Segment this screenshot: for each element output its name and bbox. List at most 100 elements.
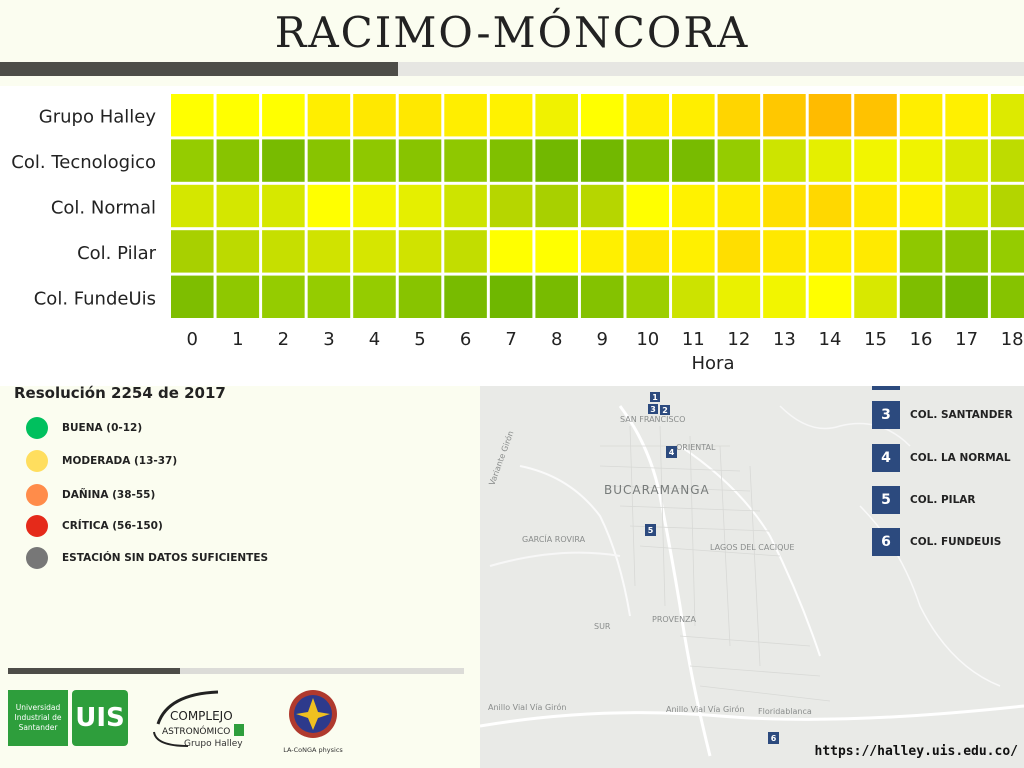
city-map: SAN FRANCISCO ORIENTAL BUCARAMANGA GARCÍ… <box>480 386 1024 768</box>
heatmap-cell <box>398 275 442 318</box>
legend-item-moderada: MODERADA (13-37) <box>26 449 177 473</box>
map-label-anillo-vial-2: Anillo Vial Vía Girón <box>666 704 744 714</box>
heatmap-cell <box>489 184 533 228</box>
heatmap-cell <box>444 230 487 273</box>
heatmap-cell <box>945 139 988 182</box>
heatmap-cell <box>808 275 852 318</box>
heatmap-cell <box>580 139 624 182</box>
heatmap-cell <box>444 184 487 228</box>
complejo-astronomico-logo: COMPLEJO ASTRONÓMICO <box>153 690 244 747</box>
heatmap-cell <box>171 275 214 318</box>
legend-label: BUENA (0-12) <box>62 422 143 434</box>
map-legend-partial <box>872 386 900 390</box>
title-divider-dark <box>0 62 398 76</box>
heatmap-cell <box>626 230 670 273</box>
heatmap-cell <box>444 275 487 318</box>
heatmap-cell <box>171 94 214 137</box>
map-label-lagos: LAGOS DEL CACIQUE <box>710 543 794 552</box>
heatmap-cell <box>763 139 806 182</box>
map-legend-label: COL. SANTANDER <box>910 409 1013 421</box>
heatmap-cell <box>626 94 670 137</box>
legend-item-danina: DAÑINA (38-55) <box>26 483 155 507</box>
row-label: Col. Normal <box>51 198 156 219</box>
heatmap-cell <box>717 230 761 273</box>
heatmap-cell <box>580 275 624 318</box>
heatmap-chart: Grupo Halley Col. Tecnologico Col. Normal C… <box>11 94 1024 374</box>
legend-dot <box>26 450 48 472</box>
x-tick-label: 14 <box>819 329 842 350</box>
map-pin-6[interactable]: 6 <box>768 732 779 744</box>
heatmap-cell <box>398 94 442 137</box>
heatmap-cell <box>353 94 396 137</box>
map-label-provenza: PROVENZA <box>652 615 697 624</box>
legend-dot <box>26 417 48 439</box>
heatmap-cell <box>398 184 442 228</box>
heatmap-cell <box>398 139 442 182</box>
map-label-oriental: ORIENTAL <box>676 443 716 452</box>
heatmap-cell <box>535 139 578 182</box>
map-panel[interactable]: SAN FRANCISCO ORIENTAL BUCARAMANGA GARCÍ… <box>480 386 1024 768</box>
heatmap-cell <box>262 275 305 318</box>
svg-text:COMPLEJO: COMPLEJO <box>170 709 233 723</box>
map-legend-number: 5 <box>872 486 900 514</box>
heatmap-cell <box>353 275 396 318</box>
heatmap-panel: Grupo Halley Col. Tecnologico Col. Normal C… <box>0 86 1024 386</box>
legend-item-sin-datos: ESTACIÓN SIN DATOS SUFICIENTES <box>26 546 268 570</box>
row-label: Col. FundeUis <box>34 288 156 309</box>
map-legend-number: 3 <box>872 401 900 429</box>
heatmap-cell <box>945 230 988 273</box>
heatmap-cell <box>854 230 897 273</box>
heatmap-cell <box>990 94 1024 137</box>
footer-divider-light <box>180 668 464 674</box>
heatmap-cell <box>854 139 897 182</box>
x-tick-label: 16 <box>910 329 933 350</box>
map-pin-3[interactable]: 3 <box>648 404 658 414</box>
legend-item-buena: BUENA (0-12) <box>26 416 142 440</box>
page-title: RACIMO-MÓNCORA <box>274 8 750 57</box>
heatmap-cell <box>216 275 260 318</box>
heatmap-cell <box>307 94 351 137</box>
logo-strip: Universidad Industrial de Santander UIS … <box>8 684 468 764</box>
heatmap-cell <box>216 139 260 182</box>
map-pin-5[interactable]: 5 <box>645 524 656 536</box>
map-legend-item-pilar: 5 COL. PILAR <box>872 486 975 514</box>
heatmap-cell <box>216 94 260 137</box>
heatmap-cell <box>262 230 305 273</box>
map-pin-1[interactable]: 1 <box>650 392 660 402</box>
heatmap-cell <box>535 230 578 273</box>
x-tick-label: 8 <box>551 329 562 350</box>
map-legend-number: 6 <box>872 528 900 556</box>
x-tick-label: 3 <box>323 329 334 350</box>
heatmap-cell <box>945 94 988 137</box>
x-tick-label: 1 <box>232 329 243 350</box>
x-tick-label: 12 <box>727 329 750 350</box>
heatmap-cell <box>854 94 897 137</box>
heatmap-cell <box>672 275 715 318</box>
heatmap-cell <box>899 94 943 137</box>
x-tick-label: 4 <box>369 329 380 350</box>
footer-divider-dark <box>8 668 180 674</box>
map-pin-4[interactable]: 4 <box>666 446 677 458</box>
legend-title: Resolución 2254 de 2017 <box>14 384 226 402</box>
x-tick-label: 5 <box>414 329 425 350</box>
map-legend-label: COL. LA NORMAL <box>910 452 1011 464</box>
heatmap-cell <box>171 230 214 273</box>
row-label: Col. Tecnologico <box>11 152 156 173</box>
row-label: Grupo Halley <box>39 107 157 128</box>
website-url[interactable]: https://halley.uis.edu.co/ <box>814 744 1019 759</box>
heatmap-cell <box>899 184 943 228</box>
heatmap-cell <box>990 275 1024 318</box>
map-label-bucaramanga: BUCARAMANGA <box>604 483 710 497</box>
heatmap-cell <box>808 94 852 137</box>
heatmap-cell <box>808 184 852 228</box>
heatmap-cell <box>990 230 1024 273</box>
legend-item-critica: CRÍTICA (56-150) <box>26 514 163 538</box>
map-pin-2[interactable]: 2 <box>660 405 670 415</box>
heatmap-cell <box>899 139 943 182</box>
x-tick-label: 6 <box>460 329 471 350</box>
legend-label: DAÑINA (38-55) <box>62 489 156 501</box>
heatmap-cell <box>763 184 806 228</box>
map-legend-item-fundeuis: 6 COL. FUNDEUIS <box>872 528 1001 556</box>
heatmap-cell <box>717 184 761 228</box>
map-legend-item-normal: 4 COL. LA NORMAL <box>872 444 1011 472</box>
